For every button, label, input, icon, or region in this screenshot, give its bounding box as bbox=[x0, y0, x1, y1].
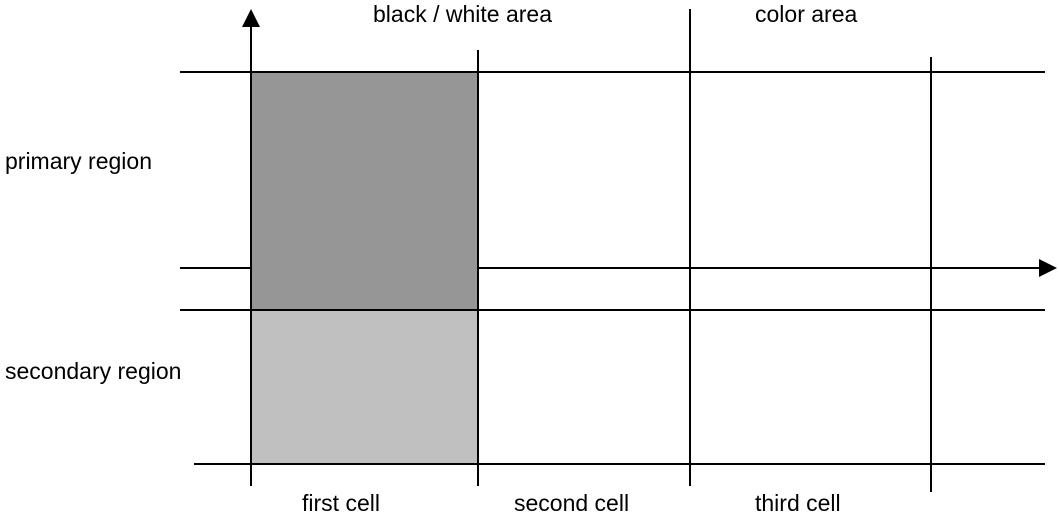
x-axis-arrowhead-icon bbox=[1039, 259, 1057, 277]
first-cell-label: first cell bbox=[302, 490, 380, 516]
y-axis-arrowhead-icon bbox=[242, 9, 260, 27]
color-area-label: color area bbox=[755, 1, 857, 27]
secondary-region-label: secondary region bbox=[5, 358, 181, 384]
bw-area-label: black / white area bbox=[373, 1, 552, 27]
third-cell-label: third cell bbox=[755, 490, 841, 516]
primary-region-label: primary region bbox=[5, 148, 152, 174]
secondary-first-cell-block bbox=[251, 310, 478, 464]
second-cell-label: second cell bbox=[514, 490, 629, 516]
primary-first-cell-block bbox=[251, 72, 478, 310]
